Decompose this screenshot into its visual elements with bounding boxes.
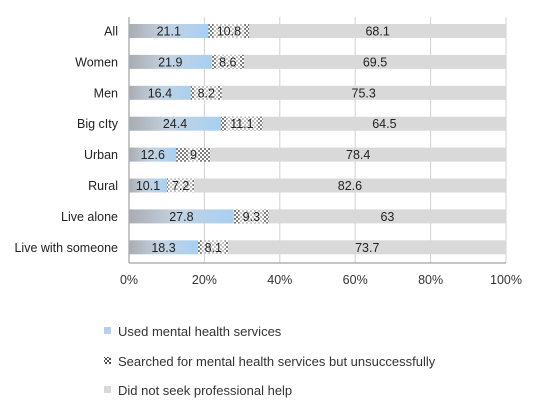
data-label: 24.4 bbox=[163, 117, 187, 131]
category-label: Live alone bbox=[61, 210, 118, 224]
labels: 0% 20% 40% 60% 80% 100% All 21.1 10.8 68.1 Women 21… bbox=[14, 25, 522, 288]
legend-swatch-did-not-seek-help bbox=[104, 386, 111, 393]
bar-segment bbox=[268, 209, 506, 224]
category-label: All bbox=[104, 25, 118, 39]
data-label: 69.5 bbox=[363, 55, 387, 69]
bar-segment bbox=[129, 116, 221, 131]
bar-segment bbox=[129, 85, 191, 100]
x-tick-label: 80% bbox=[418, 273, 443, 287]
data-label: 18.3 bbox=[151, 241, 175, 255]
data-label-backing bbox=[201, 240, 226, 255]
bar-segment bbox=[129, 24, 209, 38]
data-label-backing bbox=[188, 147, 199, 162]
legend-swatch-used-services bbox=[104, 327, 111, 334]
bar-segment bbox=[129, 240, 198, 255]
data-label-backing bbox=[194, 85, 219, 100]
bar-segment bbox=[129, 178, 168, 193]
data-label: 21.9 bbox=[158, 55, 182, 69]
data-label: 11.1 bbox=[230, 117, 253, 131]
data-label: 8.2 bbox=[198, 86, 215, 100]
data-label: 8.1 bbox=[205, 241, 222, 255]
data-label: 9 bbox=[190, 148, 197, 162]
bars bbox=[129, 24, 507, 255]
data-label-backing bbox=[215, 54, 240, 69]
category-label: Live with someone bbox=[14, 241, 118, 255]
bar-segment bbox=[221, 85, 506, 100]
legend-label-searched-unsuccessfully: Searched for mental health services but … bbox=[118, 354, 436, 369]
x-tick-label: 40% bbox=[267, 273, 292, 287]
category-label: Men bbox=[94, 86, 118, 100]
data-label: 12.6 bbox=[141, 148, 165, 162]
bar-segment bbox=[228, 240, 506, 255]
data-label: 27.8 bbox=[169, 210, 193, 224]
data-label: 64.5 bbox=[372, 117, 396, 131]
data-label: 63 bbox=[380, 210, 394, 224]
data-label-backing bbox=[226, 116, 258, 131]
x-tick-label: 100% bbox=[490, 273, 522, 287]
data-label: 78.4 bbox=[346, 148, 370, 162]
bar-segment bbox=[129, 147, 177, 162]
legend-label-did-not-seek-help: Did not seek professional help bbox=[118, 383, 293, 398]
bar-segment bbox=[243, 54, 507, 69]
x-tick-label: 0% bbox=[120, 273, 138, 287]
data-label: 68.1 bbox=[365, 25, 389, 39]
category-label: Big cIty bbox=[77, 117, 119, 131]
data-label: 10.8 bbox=[217, 25, 241, 39]
data-label: 8.6 bbox=[219, 55, 236, 69]
category-label: Women bbox=[75, 55, 118, 69]
bar-segment bbox=[249, 24, 506, 38]
x-tick-label: 20% bbox=[192, 273, 217, 287]
bar-segment bbox=[194, 178, 506, 193]
data-label: 73.7 bbox=[355, 241, 379, 255]
data-label-backing bbox=[239, 209, 264, 224]
data-label: 82.6 bbox=[338, 179, 362, 193]
data-label: 16.4 bbox=[148, 86, 172, 100]
bar-segment bbox=[210, 147, 506, 162]
data-label-backing bbox=[168, 178, 193, 193]
legend-label-used-services: Used mental health services bbox=[118, 324, 282, 339]
data-label: 9.3 bbox=[243, 210, 260, 224]
x-tick-label: 60% bbox=[343, 273, 368, 287]
bar-segment bbox=[129, 209, 234, 224]
data-label: 10.1 bbox=[136, 179, 160, 193]
data-label: 75.3 bbox=[352, 86, 376, 100]
gridlines bbox=[128, 17, 507, 264]
bar-segment bbox=[262, 116, 506, 131]
bar-segment bbox=[129, 54, 212, 69]
category-label: Urban bbox=[84, 148, 118, 162]
category-label: Rural bbox=[88, 179, 118, 193]
data-label: 7.2 bbox=[172, 179, 189, 193]
data-label-backing bbox=[213, 24, 245, 38]
data-label: 21.1 bbox=[157, 25, 181, 39]
legend-swatch-searched-unsuccessfully bbox=[104, 357, 111, 364]
